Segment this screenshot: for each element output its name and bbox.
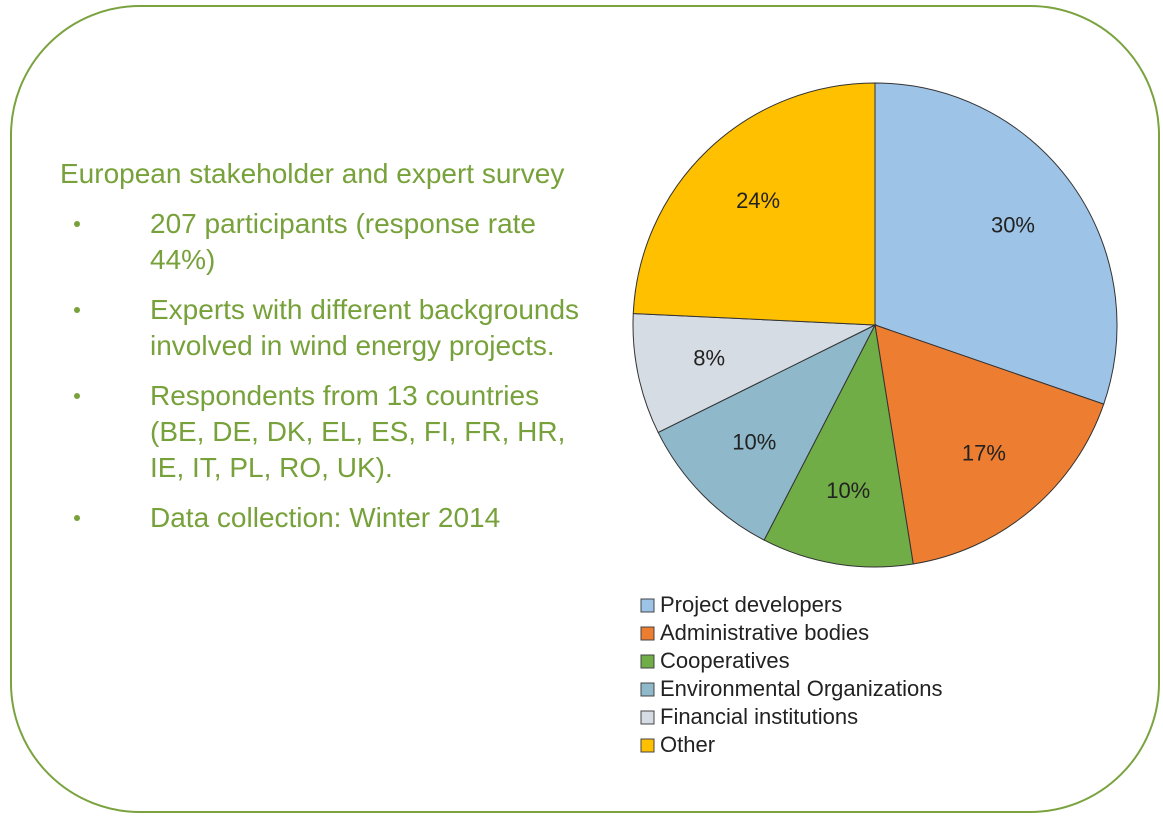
pie-slice (632, 82, 876, 326)
data-label: 17% (962, 441, 1006, 466)
legend-swatch (640, 710, 655, 725)
bullet-list: 207 participants (response rate 44%) Expe… (60, 206, 670, 536)
legend-label: Other (660, 732, 715, 757)
bullet: Data collection: Winter 2014 (60, 500, 600, 536)
legend-label: Project developers (660, 592, 842, 617)
data-label: 10% (826, 478, 870, 503)
pie-slice (874, 324, 1105, 565)
bullet: Experts with different backgrounds invol… (60, 292, 600, 364)
text-block: European stakeholder and expert survey 2… (60, 156, 670, 550)
frame (10, 5, 1160, 813)
pie-slice (874, 82, 1118, 405)
bullet-text: 207 participants (response rate 44%) (150, 208, 536, 275)
data-label: 30% (991, 213, 1035, 238)
legend-label: Administrative bodies (660, 620, 869, 645)
bullet-dot (74, 515, 80, 521)
legend-swatch (640, 654, 655, 669)
data-label: 8% (693, 346, 725, 371)
bullet: 207 participants (response rate 44%) (60, 206, 600, 278)
legend-label: Financial institutions (660, 704, 858, 729)
legend-swatch (640, 738, 655, 753)
pie-slice (657, 323, 877, 541)
data-label: 24% (736, 188, 780, 213)
data-label: 10% (732, 430, 776, 455)
legend-label: Cooperatives (660, 648, 790, 673)
bullet-dot (74, 221, 80, 227)
bullet-text: Data collection: Winter 2014 (150, 502, 501, 533)
bullet-dot (74, 307, 80, 313)
legend-swatch (640, 598, 655, 613)
legend-swatch (640, 626, 655, 641)
bullet: Respondents from 13 countries (BE, DE, D… (60, 378, 600, 486)
bullet-dot (74, 393, 80, 399)
heading: European stakeholder and expert survey (60, 158, 565, 189)
pie-slice (763, 323, 914, 568)
legend-swatch (640, 682, 655, 697)
bullet-text: Respondents from 13 countries (BE, DE, D… (150, 380, 566, 483)
legend-label: Environmental Organizations (660, 676, 942, 701)
pie-slice (632, 312, 877, 434)
bullet-text: Experts with different backgrounds invol… (150, 294, 580, 361)
